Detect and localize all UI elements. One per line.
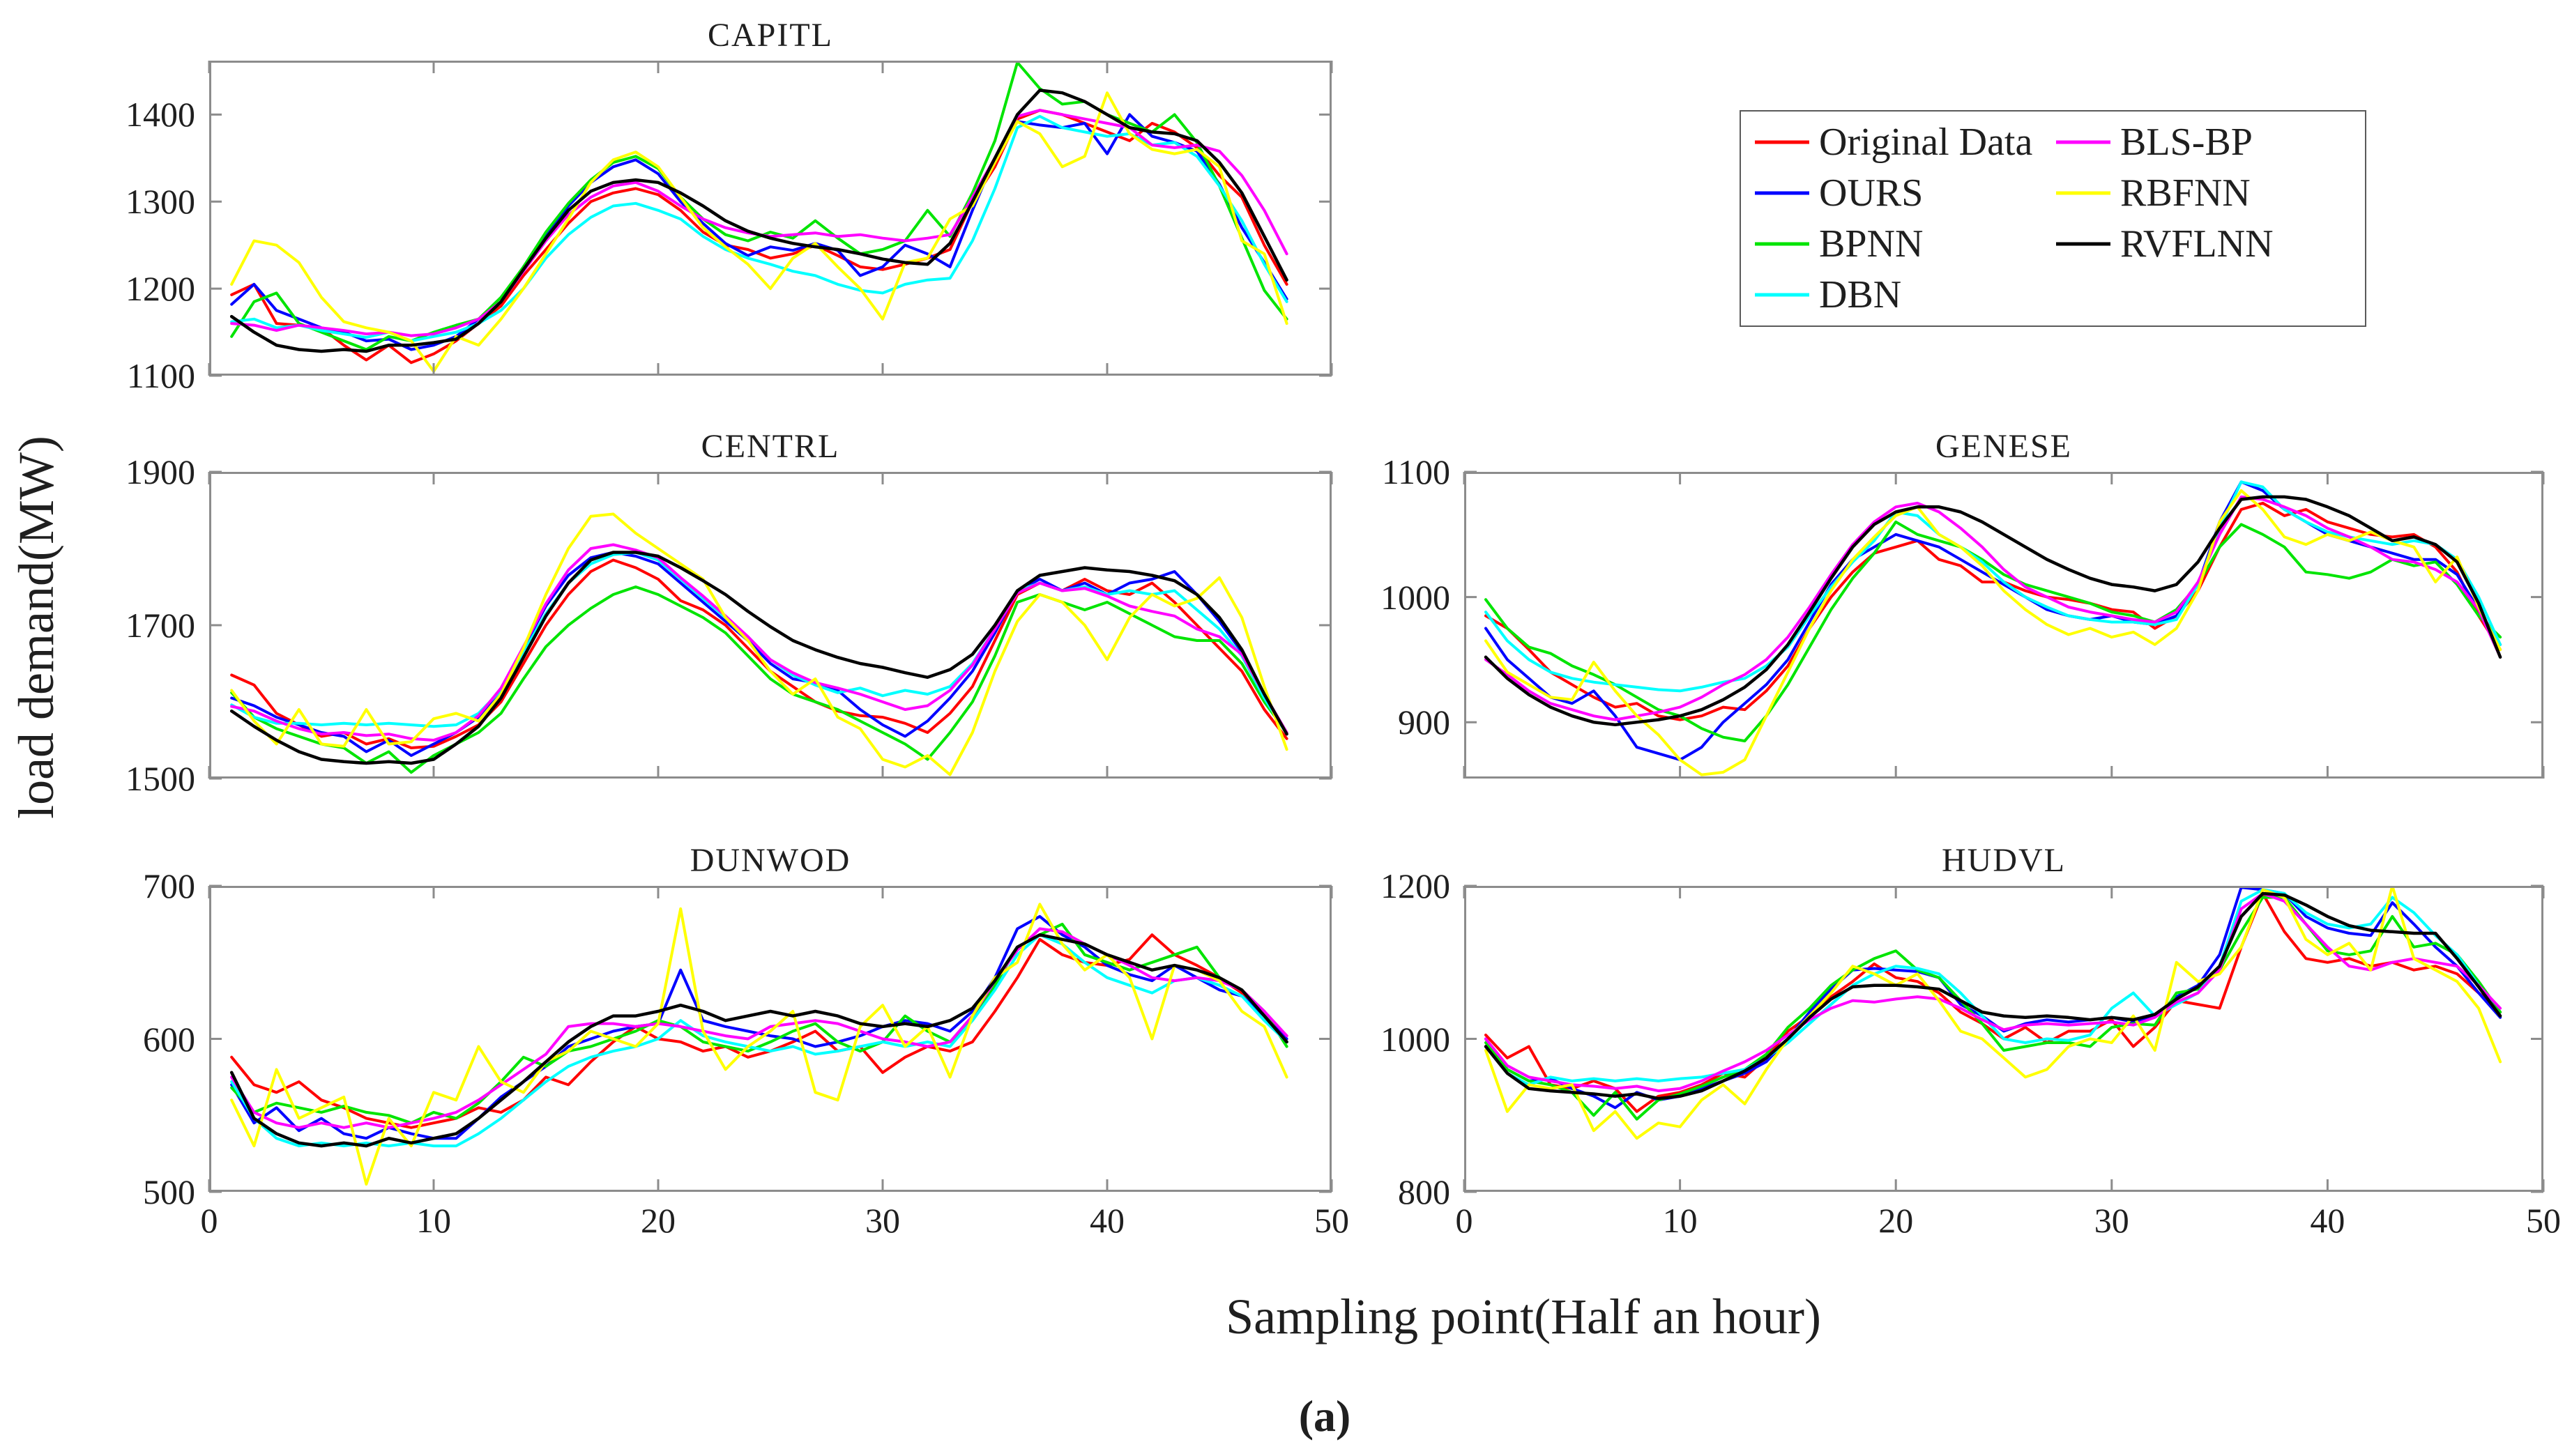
legend-entry: RVFLNN: [1741, 223, 2365, 265]
series-line-bls-bp: [1484, 495, 2502, 721]
legend-swatch-rvflnn: [2056, 242, 2110, 246]
y-tick-label: 1200: [1380, 866, 1450, 905]
plot-frame: [1464, 472, 2543, 779]
legend-label: RVFLNN: [2120, 222, 2274, 266]
hudvl-plot-canvas: [1463, 884, 2545, 1193]
series-line-rbfnn: [230, 903, 1288, 1186]
legend-entry: DBN: [1741, 274, 2365, 316]
y-tick-label: 1900: [125, 452, 195, 491]
subplot-title: CENTRL: [701, 428, 840, 465]
legend-swatch-bls-bp: [2056, 140, 2110, 144]
y-tick-label: 600: [143, 1019, 195, 1059]
series-line-bls-bp: [230, 543, 1288, 742]
x-tick-label: 20: [1878, 1201, 1914, 1240]
genese-plot-canvas: [1463, 470, 2545, 779]
legend-entry: Original Data: [1741, 121, 2365, 163]
x-tick-label: 10: [416, 1201, 451, 1240]
x-tick-label: 30: [865, 1201, 900, 1240]
series-line-rvflnn: [229, 551, 1288, 765]
series-line-rvflnn: [1484, 495, 2502, 727]
legend: Original Data OURS BPNN DBN BLS-BP RBFNN RVFLN…: [1740, 110, 2366, 327]
capitl-plot-canvas: [208, 61, 1333, 377]
x-tick-label: 50: [2526, 1201, 2561, 1240]
legend-swatch-original-data: [1755, 140, 1809, 144]
legend-swatch-ours: [1755, 191, 1809, 195]
y-tick-label: 900: [1398, 703, 1450, 742]
centrl-plot-canvas: [208, 470, 1333, 780]
subplot-centrl: CENTRL 1500 1700 1900: [125, 428, 1333, 796]
x-tick-label: 40: [1090, 1201, 1125, 1240]
x-tick-label: 0: [1455, 1201, 1473, 1240]
series-line-rvflnn: [229, 89, 1288, 353]
y-tick-label: 1000: [1380, 1019, 1450, 1059]
series-line-bls-bp: [230, 109, 1288, 337]
series-line-rbfnn: [1484, 489, 2502, 776]
legend-label: RBFNN: [2120, 171, 2251, 215]
y-tick-label: 1400: [125, 95, 195, 135]
legend-label: BLS-BP: [2120, 121, 2253, 164]
series-line-ours: [230, 113, 1288, 351]
series-line-rvflnn: [229, 933, 1288, 1148]
series-line-bpnn: [1484, 520, 2502, 743]
series-line-bls-bp: [1484, 892, 2502, 1093]
legend-entry: OURS: [1741, 172, 2365, 214]
series-line-bpnn: [230, 922, 1288, 1125]
series-line-rbfnn: [230, 512, 1288, 776]
series-line-ours: [230, 914, 1288, 1140]
subplot-title: HUDVL: [1942, 842, 2066, 879]
legend-label: OURS: [1819, 171, 1924, 215]
x-tick-label: 40: [2310, 1201, 2345, 1240]
x-tick-label: 0: [200, 1201, 218, 1240]
subplot-title: DUNWOD: [690, 842, 851, 879]
series-line-bpnn: [230, 585, 1288, 774]
figure-caption: (a): [1298, 1391, 1351, 1441]
y-tick-label: 700: [143, 866, 195, 905]
plot-frame: [209, 61, 1332, 376]
series-line-bpnn: [230, 61, 1288, 351]
y-tick-label: 500: [143, 1172, 195, 1211]
dunwod-plot-canvas: [208, 884, 1333, 1193]
x-tick-label: 20: [641, 1201, 676, 1240]
legend-swatch-dbn: [1755, 293, 1809, 297]
subplot-dunwod: DUNWOD 500 600 700 0 10 20 30 40 50: [143, 842, 1349, 1238]
series-line-dbn: [1484, 480, 2502, 693]
y-axis-label: load demand(MW): [8, 436, 64, 819]
legend-label: Original Data: [1819, 121, 2033, 164]
series-line-ours: [1484, 886, 2502, 1110]
y-tick-label: 1300: [125, 182, 195, 222]
subplot-capitl: CAPITL 1100 1200 1300 1400: [125, 17, 1333, 393]
subplot-title: CAPITL: [708, 17, 833, 54]
series-line-rvflnn: [1484, 891, 2502, 1101]
series-line-rbfnn: [230, 91, 1288, 373]
series-line-rbfnn: [1484, 886, 2502, 1140]
series-line-dbn: [1484, 888, 2502, 1087]
legend-swatch-rbfnn: [2056, 191, 2110, 195]
x-tick-label: 30: [2094, 1201, 2129, 1240]
y-tick-label: 800: [1398, 1172, 1450, 1211]
series-line-dbn: [230, 551, 1288, 736]
y-tick-label: 1200: [125, 269, 195, 309]
subplot-hudvl: HUDVL 800 1000 1200 0 10 20 30 40 50: [1380, 842, 2561, 1238]
y-tick-label: 1700: [125, 606, 195, 645]
series-line-original-data: [230, 109, 1288, 365]
y-tick-label: 1000: [1380, 577, 1450, 617]
x-axis-label: Sampling point(Half an hour): [1226, 1289, 1821, 1344]
x-tick-label: 50: [1314, 1201, 1349, 1240]
y-tick-label: 1500: [125, 759, 195, 798]
series-line-dbn: [230, 114, 1288, 343]
y-tick-label: 1100: [126, 356, 195, 395]
legend-swatch-bpnn: [1755, 242, 1809, 246]
x-tick-label: 10: [1662, 1201, 1698, 1240]
legend-label: DBN: [1819, 273, 1902, 316]
subplot-genese: GENESE 900 1000 1100: [1380, 428, 2545, 779]
legend-entry: BLS-BP: [1741, 121, 2365, 163]
y-tick-label: 1100: [1381, 452, 1450, 491]
legend-entry: BPNN: [1741, 223, 2365, 265]
legend-label: BPNN: [1819, 222, 1924, 266]
legend-entry: RBFNN: [1741, 172, 2365, 214]
subplot-title: GENESE: [1935, 428, 2072, 465]
